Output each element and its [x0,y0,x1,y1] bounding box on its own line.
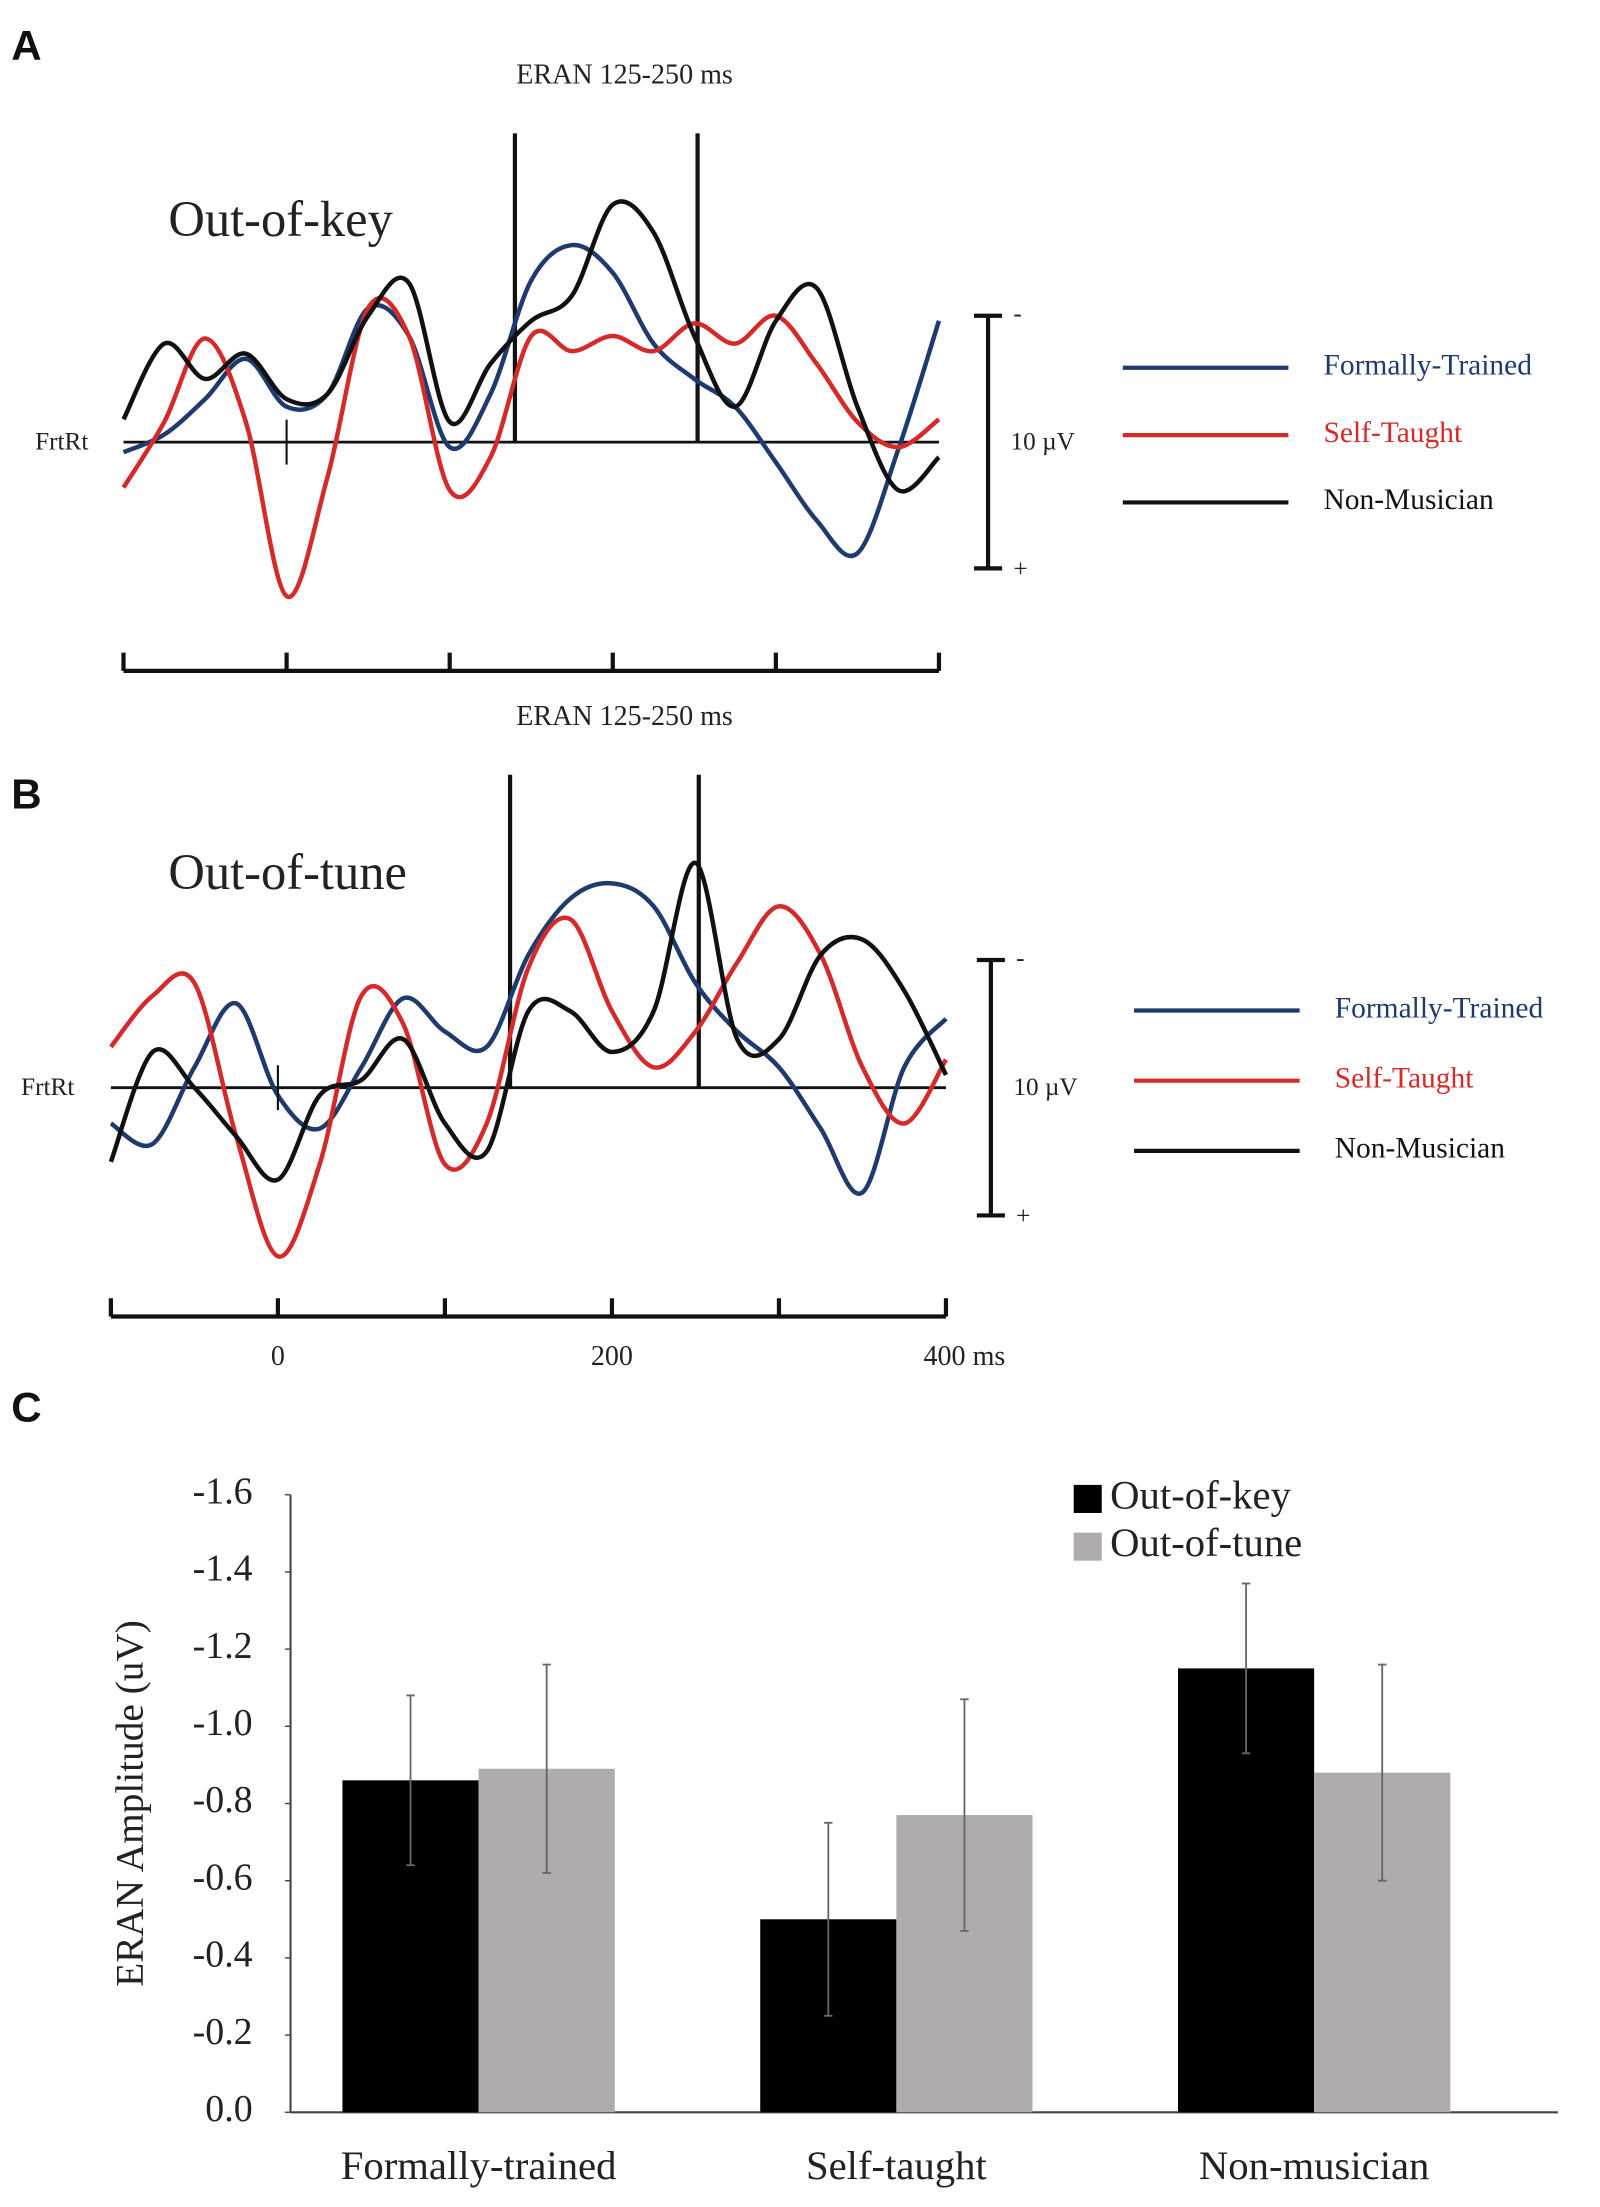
channel-label: FrtRt [21,1073,74,1101]
scale-bar-end: - [1013,300,1021,328]
x-tick-label: Non-musician [1199,2143,1430,2188]
x-tick-label: Formally-trained [341,2143,617,2188]
scale-bar-end: + [1016,1202,1030,1230]
legend-label: Self-Taught [1324,417,1464,449]
y-tick-label: -1.6 [193,1470,253,1512]
channel-label: FrtRt [35,427,88,455]
legend-label: Formally-Trained [1324,349,1533,381]
y-tick-label: -0.4 [193,1934,253,1976]
y-tick-label: 0.0 [205,2088,252,2130]
erp-line [121,199,941,494]
legend-label: Out-of-key [1110,1472,1291,1517]
panel-letter: C [11,1384,41,1431]
x-tick-label: 0 [271,1341,285,1372]
panel-letter: B [11,770,41,817]
legend-label: Out-of-tune [1110,1520,1302,1565]
y-tick-label: -0.2 [193,2011,253,2053]
window-label: ERAN 125-250 ms [516,60,733,91]
y-tick-label: -0.6 [193,1856,253,1898]
condition-label: Out-of-key [168,191,393,247]
erp-line [109,880,948,1196]
erp-line [122,242,942,558]
legend-label: Non-Musician [1324,484,1495,516]
scale-bar-label: 10 µV [1011,427,1075,455]
erp-line [108,860,948,1183]
legend-swatch [1073,1532,1102,1561]
erp-line [121,295,941,600]
window-label: ERAN 125-250 ms [516,701,733,732]
legend-label: Formally-Trained [1335,992,1544,1024]
x-tick-label: Self-taught [806,2143,987,2188]
legend-label: Self-Taught [1335,1062,1475,1094]
x-tick-label: 200 [591,1341,633,1372]
y-axis-label: ERAN Amplitude (uV) [108,1620,151,1987]
x-tick-label: 400 ms [924,1341,1006,1372]
y-tick-label: -1.0 [193,1702,253,1744]
condition-label: Out-of-tune [168,844,406,900]
legend-label: Non-Musician [1335,1133,1506,1165]
scale-bar-label: 10 µV [1013,1073,1077,1101]
scale-bar-end: - [1016,944,1024,972]
scale-bar-end: + [1013,555,1027,583]
y-tick-label: -0.8 [193,1779,253,1821]
y-tick-label: -1.4 [193,1548,253,1590]
erp-line [109,904,948,1259]
panel-letter: A [11,22,41,69]
legend-swatch [1073,1484,1102,1513]
y-tick-label: -1.2 [193,1625,253,1667]
